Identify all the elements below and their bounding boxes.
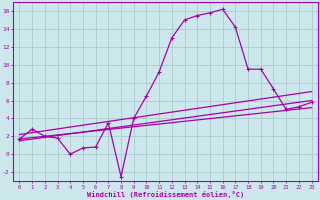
X-axis label: Windchill (Refroidissement éolien,°C): Windchill (Refroidissement éolien,°C) <box>87 191 244 198</box>
